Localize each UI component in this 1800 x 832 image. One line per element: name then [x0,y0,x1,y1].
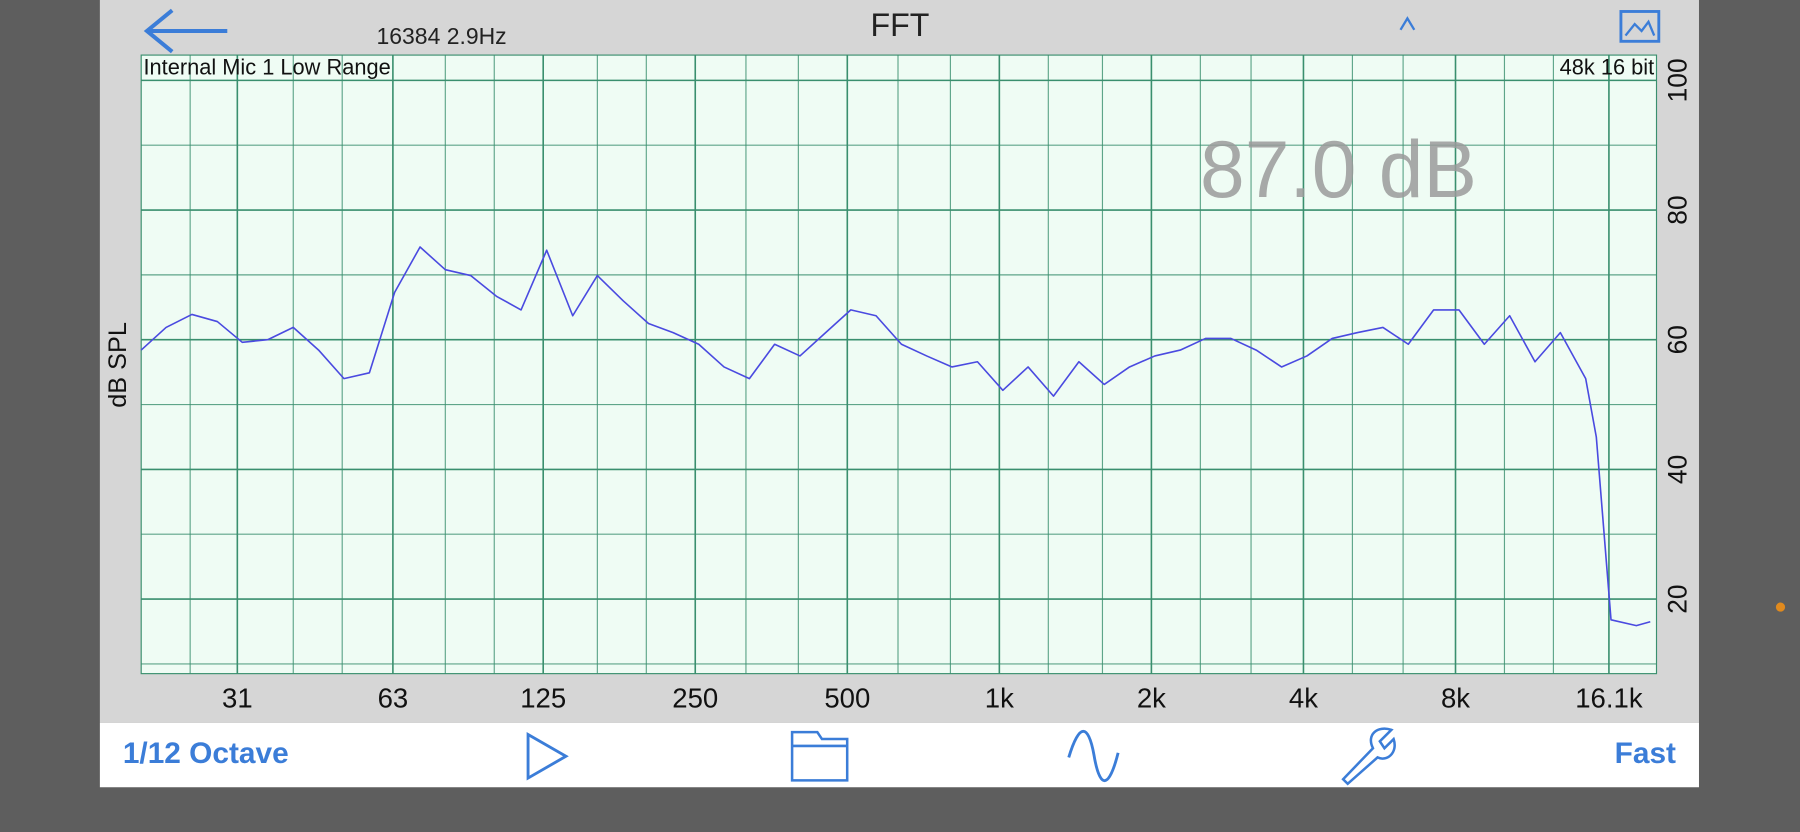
x-tick-label: 4k [1289,682,1318,713]
indicator-dot [1775,602,1786,612]
y-tick-label: 60 [1662,325,1692,354]
folder-button[interactable] [790,730,849,782]
x-tick-label: 2k [1137,682,1166,713]
image-icon-frame [1619,10,1661,43]
image-icon-graph [1624,19,1656,37]
y-axis-label: dB SPL [104,322,132,408]
y-tick-label: 80 [1662,195,1692,224]
x-tick-label: 31 [222,682,253,713]
y-tick-label: 100 [1662,58,1692,102]
x-tick-label: 16.1k [1575,682,1643,713]
x-tick-label: 1k [985,682,1014,713]
speed-button[interactable]: Fast [1615,737,1676,770]
plot-area [141,55,1657,674]
plot-border [140,54,1658,675]
input-label: Internal Mic 1 Low Range [143,55,390,80]
format-label: 48k 16 bit [1560,55,1655,80]
y-tick-label: 40 [1662,455,1692,484]
grid [140,54,1658,675]
screen-title: FFT [871,7,930,43]
generator-button[interactable] [1067,730,1120,783]
image-button[interactable] [1619,10,1661,43]
collapse-button[interactable] [1399,16,1416,31]
plot [140,246,1651,627]
x-tick-label: 8k [1441,682,1470,713]
fft-info: 16384 2.9Hz [377,23,507,49]
play-button[interactable] [526,731,569,781]
x-tick-label: 63 [378,682,409,713]
x-tick-label: 250 [672,682,718,713]
level-readout: 87.0 dB [1200,125,1477,215]
back-button[interactable] [143,8,228,54]
resolution-button[interactable]: 1/12 Octave [123,737,289,770]
response-curve [140,246,1651,627]
x-tick-label: 500 [824,682,870,713]
x-tick-label: 125 [520,682,566,713]
toolbar [99,722,1699,788]
y-tick-label: 20 [1662,584,1692,613]
settings-button[interactable] [1341,727,1396,786]
